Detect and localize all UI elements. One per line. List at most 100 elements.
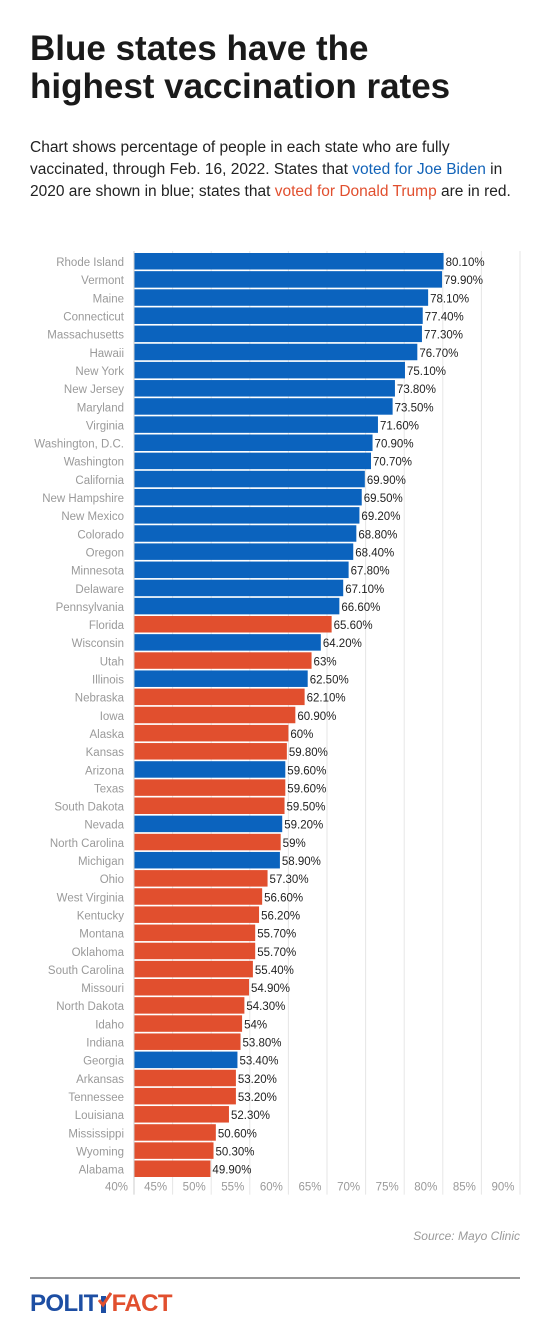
category-label: North Dakota: [56, 1001, 124, 1013]
bar: [134, 724, 289, 742]
category-label: Louisiana: [75, 1110, 125, 1122]
category-label: Wyoming: [76, 1146, 124, 1158]
category-label: South Carolina: [48, 965, 125, 977]
value-label: 63%: [314, 656, 337, 668]
value-label: 59.80%: [289, 747, 328, 759]
bar: [134, 997, 245, 1014]
description-text-3: are in red.: [436, 183, 511, 200]
value-label: 77.40%: [425, 312, 464, 324]
value-label: 55.70%: [257, 947, 296, 959]
x-tick-label: 50%: [183, 1182, 206, 1194]
category-label: Nevada: [84, 820, 124, 832]
trump-link[interactable]: voted for Donald Trump: [274, 183, 437, 200]
value-label: 59.20%: [284, 820, 323, 832]
category-label: Mississippi: [68, 1128, 124, 1140]
value-label: 56.60%: [264, 892, 303, 904]
bar: [134, 597, 340, 615]
bar: [134, 289, 429, 306]
biden-link[interactable]: voted for Joe Biden: [352, 161, 486, 178]
logo-text-right: FACT: [111, 1290, 173, 1317]
value-label: 73.80%: [397, 384, 436, 396]
value-label: 58.90%: [282, 856, 321, 868]
category-label: Alaska: [89, 729, 124, 741]
value-label: 57.30%: [270, 874, 309, 886]
bar: [134, 706, 296, 724]
bar: [134, 688, 305, 706]
value-label: 70.90%: [375, 439, 414, 451]
category-label: North Carolina: [50, 838, 125, 850]
category-label: Maryland: [77, 402, 124, 414]
title-line-2: highest vaccination rates: [30, 67, 451, 106]
category-label: Wisconsin: [72, 638, 124, 650]
category-label: Maine: [93, 293, 124, 305]
bar: [134, 488, 362, 506]
value-label: 65.60%: [334, 620, 373, 632]
value-label: 62.50%: [310, 675, 349, 687]
title-line-1: Blue states have the: [30, 29, 369, 68]
value-label: 64.20%: [323, 638, 362, 650]
category-label: Illinois: [92, 675, 124, 687]
x-tick-label: 65%: [298, 1182, 321, 1194]
category-label: Nebraska: [75, 693, 125, 705]
value-label: 68.40%: [355, 547, 394, 559]
value-label: 75.10%: [407, 366, 446, 378]
bar: [134, 743, 287, 760]
bar: [134, 924, 256, 942]
bar: [134, 253, 444, 270]
value-label: 59.50%: [287, 802, 326, 814]
category-label: Montana: [79, 929, 124, 941]
bar: [134, 906, 260, 923]
bar: [134, 833, 281, 851]
bar: [134, 307, 423, 324]
politifact-logo[interactable]: POLIT FACT: [30, 1290, 173, 1318]
value-label: 54.30%: [246, 1001, 285, 1013]
bar: [134, 616, 332, 633]
value-label: 73.50%: [395, 402, 434, 414]
bar: [134, 271, 443, 288]
category-label: Minnesota: [71, 566, 125, 578]
bar: [134, 979, 250, 996]
category-label: Indiana: [86, 1038, 124, 1050]
value-label: 55.40%: [255, 965, 294, 977]
bar: [134, 1160, 211, 1177]
category-label: Connecticut: [63, 312, 125, 324]
value-label: 69.50%: [364, 493, 403, 505]
value-label: 60.90%: [297, 711, 336, 723]
value-label: 68.80%: [358, 529, 397, 541]
x-tick-label: 40%: [105, 1182, 128, 1194]
category-label: New Mexico: [61, 511, 124, 523]
category-label: Virginia: [86, 420, 125, 432]
bar: [134, 888, 263, 905]
bar: [134, 507, 360, 524]
bar: [134, 670, 308, 687]
value-label: 77.30%: [424, 330, 463, 342]
value-label: 53.80%: [243, 1038, 282, 1050]
value-label: 71.60%: [380, 420, 419, 432]
x-tick-label: 80%: [414, 1182, 437, 1194]
bar: [134, 525, 357, 542]
category-label: Pennsylvania: [56, 602, 125, 614]
value-label: 76.70%: [419, 348, 458, 360]
category-label: South Dakota: [54, 802, 124, 814]
category-label: Kentucky: [77, 910, 125, 922]
description-text-1: Chart shows percentage of people in each…: [30, 139, 450, 178]
bar: [134, 1033, 241, 1050]
category-label: Texas: [94, 783, 124, 795]
category-label: New Hampshire: [42, 493, 124, 505]
value-label: 69.20%: [361, 511, 400, 523]
bar: [134, 470, 365, 488]
value-label: 66.60%: [341, 602, 380, 614]
bar: [134, 761, 286, 778]
category-label: Rhode Island: [56, 257, 124, 269]
bar: [134, 579, 344, 597]
value-label: 60%: [290, 729, 313, 741]
category-label: Washington, D.C.: [34, 439, 124, 451]
value-label: 50.60%: [218, 1128, 257, 1140]
bar: [134, 543, 354, 560]
chart-description: Chart shows percentage of people in each…: [30, 137, 520, 203]
category-label: Oklahoma: [72, 947, 125, 959]
bar: [134, 1051, 238, 1069]
value-label: 67.10%: [345, 584, 384, 596]
value-label: 67.80%: [351, 566, 390, 578]
category-label: Kansas: [86, 747, 125, 759]
